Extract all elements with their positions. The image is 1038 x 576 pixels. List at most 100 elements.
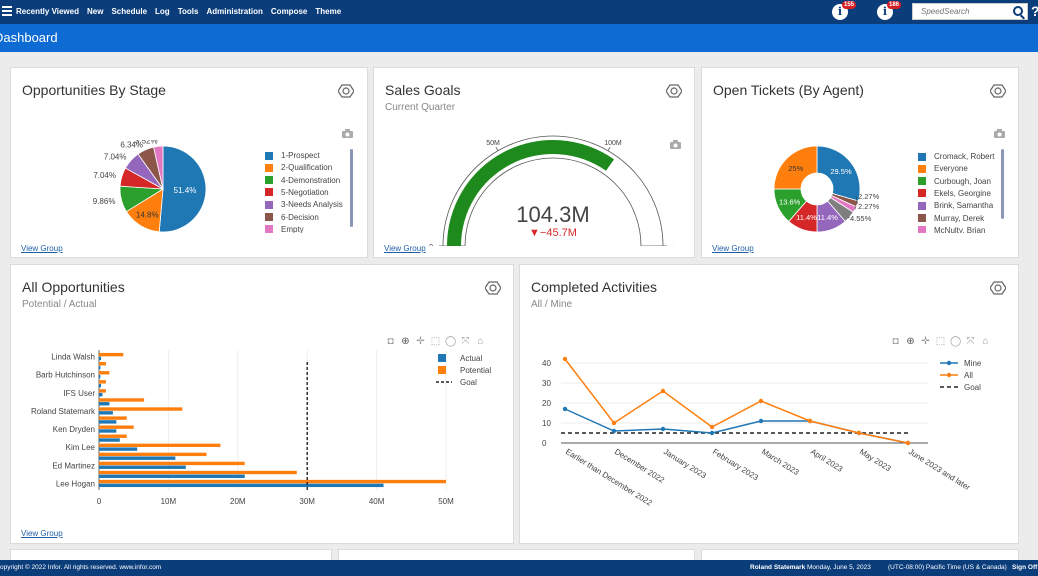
camera-icon[interactable]: ◘	[387, 336, 394, 347]
settings-gear-icon[interactable]	[990, 83, 1006, 99]
actual-bar[interactable]	[99, 483, 384, 488]
info-notification-icon[interactable]: i 155	[832, 1, 857, 20]
legend-item[interactable]: Curbough, Joan	[918, 177, 991, 186]
potential-bar[interactable]	[99, 452, 207, 457]
alert-notification-icon[interactable]: i 186	[877, 1, 902, 20]
search-icon[interactable]	[1013, 6, 1023, 16]
zoom-icon[interactable]: ⊕	[906, 336, 915, 347]
autoscale-icon[interactable]: ⤧	[461, 336, 470, 347]
potential-bar[interactable]	[99, 434, 127, 438]
legend-item[interactable]: 5-Negotiation	[265, 188, 329, 197]
actual-bar[interactable]	[99, 356, 102, 361]
lasso-select-icon[interactable]: ◯	[950, 336, 962, 347]
data-point[interactable]	[562, 406, 568, 412]
settings-gear-icon[interactable]	[990, 280, 1006, 296]
potential-bar[interactable]	[99, 362, 106, 366]
legend-label[interactable]: Actual	[460, 354, 482, 363]
legend-item[interactable]: 4-Demonstration	[265, 176, 340, 185]
legend-label[interactable]: Mine	[964, 359, 982, 368]
menu-item-recently-viewed[interactable]: Recently Viewed	[16, 6, 79, 16]
actual-bar[interactable]	[99, 438, 120, 442]
actual-bar[interactable]	[99, 429, 117, 433]
reset-home-icon[interactable]: ⌂	[982, 336, 989, 347]
data-point[interactable]	[660, 426, 666, 432]
actual-bar[interactable]	[99, 420, 117, 424]
legend-label[interactable]: All	[964, 371, 973, 380]
legend-item[interactable]: Murray, Derek	[918, 214, 984, 223]
data-point[interactable]	[709, 424, 715, 430]
legend-item[interactable]: 3-Needs Analysis	[265, 200, 343, 209]
zoom-icon[interactable]: ⊕	[401, 336, 410, 347]
data-point[interactable]	[709, 430, 715, 436]
data-point[interactable]	[611, 420, 617, 426]
view-group-link[interactable]: View Group	[21, 529, 63, 538]
sign-off-link[interactable]: Sign Off	[1012, 564, 1038, 571]
data-point[interactable]	[856, 430, 862, 436]
view-group-link[interactable]: View Group	[21, 244, 63, 253]
view-group-link[interactable]: View Group	[384, 244, 426, 253]
camera-icon[interactable]	[342, 129, 353, 138]
menu-item-tools[interactable]: Tools	[177, 6, 199, 16]
legend-label[interactable]: Goal	[460, 378, 477, 387]
reset-home-icon[interactable]: ⌂	[477, 336, 484, 347]
settings-gear-icon[interactable]	[666, 83, 682, 99]
actual-bar[interactable]	[99, 374, 101, 379]
data-point[interactable]	[562, 356, 568, 362]
potential-bar[interactable]	[99, 398, 145, 402]
actual-bar[interactable]	[99, 465, 186, 469]
legend-item[interactable]: Everyone	[918, 164, 968, 173]
help-icon[interactable]: ?	[1031, 3, 1038, 19]
legend-label[interactable]: Potential	[460, 366, 491, 375]
camera-icon[interactable]	[670, 140, 681, 149]
camera-icon[interactable]: ◘	[892, 336, 899, 347]
actual-bar[interactable]	[99, 474, 245, 478]
pan-icon[interactable]: ✛	[921, 336, 930, 347]
data-point[interactable]	[905, 440, 911, 446]
pie-slice[interactable]	[158, 145, 207, 233]
potential-bar[interactable]	[99, 461, 245, 466]
menu-item-administration[interactable]: Administration	[206, 6, 263, 16]
menu-item-new[interactable]: New	[87, 6, 104, 16]
legend-item[interactable]: Empty	[265, 225, 304, 233]
potential-bar[interactable]	[99, 371, 110, 375]
potential-bar[interactable]	[99, 479, 446, 484]
autoscale-icon[interactable]: ⤧	[966, 336, 975, 347]
actual-bar[interactable]	[99, 456, 176, 460]
legend-scrollbar[interactable]	[1001, 149, 1004, 219]
legend-item[interactable]: 1-Prospect	[265, 151, 320, 160]
pan-icon[interactable]: ✛	[416, 336, 425, 347]
hamburger-menu-icon[interactable]	[2, 6, 12, 16]
potential-bar[interactable]	[99, 407, 183, 411]
speed-search-input[interactable]	[913, 4, 1009, 19]
potential-bar[interactable]	[99, 416, 127, 420]
pie-slice[interactable]	[153, 145, 164, 190]
legend-item[interactable]: McNulty, Brian	[918, 226, 985, 233]
menu-item-log[interactable]: Log	[155, 6, 170, 16]
lasso-select-icon[interactable]: ◯	[445, 336, 457, 347]
data-point[interactable]	[660, 388, 666, 394]
box-select-icon[interactable]: ⬚	[935, 336, 946, 347]
potential-bar[interactable]	[99, 352, 124, 357]
view-group-link[interactable]: View Group	[712, 244, 754, 253]
actual-bar[interactable]	[99, 383, 102, 388]
menu-item-theme[interactable]: Theme	[315, 6, 342, 16]
potential-bar[interactable]	[99, 425, 134, 429]
data-point[interactable]	[758, 398, 764, 404]
data-point[interactable]	[807, 418, 813, 424]
actual-bar[interactable]	[99, 411, 113, 415]
box-select-icon[interactable]: ⬚	[430, 336, 441, 347]
pie-slice[interactable]	[773, 145, 818, 190]
potential-bar[interactable]	[99, 389, 106, 393]
actual-bar[interactable]	[99, 393, 103, 397]
actual-bar[interactable]	[99, 402, 110, 406]
legend-item[interactable]: 2-Qualification	[265, 163, 332, 172]
settings-gear-icon[interactable]	[485, 280, 501, 296]
data-point[interactable]	[611, 428, 617, 434]
settings-gear-icon[interactable]	[338, 83, 354, 99]
legend-label[interactable]: Goal	[964, 383, 981, 392]
series-line[interactable]	[564, 358, 909, 444]
actual-bar[interactable]	[99, 365, 101, 370]
legend-scrollbar[interactable]	[350, 149, 353, 227]
potential-bar[interactable]	[99, 380, 106, 384]
camera-icon[interactable]	[994, 129, 1005, 138]
